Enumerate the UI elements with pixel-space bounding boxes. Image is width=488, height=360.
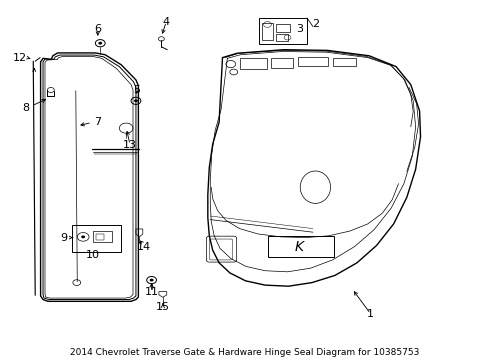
Text: 5: 5 bbox=[133, 85, 140, 95]
Text: 2014 Chevrolet Traverse Gate & Hardware Hinge Seal Diagram for 10385753: 2014 Chevrolet Traverse Gate & Hardware … bbox=[70, 348, 418, 356]
Circle shape bbox=[134, 99, 138, 102]
Circle shape bbox=[73, 280, 81, 285]
Text: K: K bbox=[294, 240, 303, 254]
Text: 4: 4 bbox=[163, 17, 169, 27]
Text: 11: 11 bbox=[144, 287, 158, 297]
Text: 10: 10 bbox=[86, 250, 100, 260]
Text: 3: 3 bbox=[295, 24, 302, 34]
Circle shape bbox=[146, 276, 156, 284]
Text: 7: 7 bbox=[94, 117, 101, 127]
Text: 6: 6 bbox=[94, 24, 101, 34]
Text: 2: 2 bbox=[311, 19, 318, 30]
Circle shape bbox=[95, 40, 105, 47]
Circle shape bbox=[81, 235, 85, 238]
Text: 13: 13 bbox=[123, 140, 137, 150]
Text: 14: 14 bbox=[137, 242, 151, 252]
Circle shape bbox=[131, 97, 141, 104]
Circle shape bbox=[158, 37, 164, 41]
Text: 8: 8 bbox=[22, 103, 29, 113]
Circle shape bbox=[149, 279, 153, 282]
Text: 12: 12 bbox=[13, 53, 26, 63]
Text: 1: 1 bbox=[366, 309, 373, 319]
Circle shape bbox=[98, 42, 102, 45]
Text: 9: 9 bbox=[60, 233, 67, 243]
Text: 15: 15 bbox=[156, 302, 169, 312]
